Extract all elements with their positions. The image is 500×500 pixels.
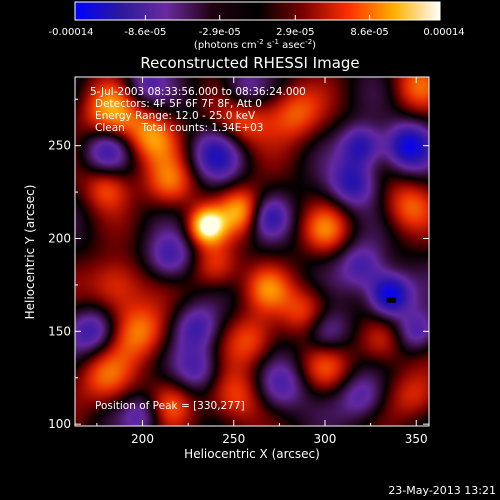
y-tick-label: 100 (48, 417, 71, 431)
x-tick-label: 250 (222, 432, 245, 446)
y-tick-label: 150 (48, 324, 71, 338)
colorbar-tick-label: -0.00014 (49, 27, 94, 38)
y-axis-label: Heliocentric Y (arcsec) (23, 185, 37, 320)
info-line-clean: Clean Total counts: 1.34E+03 (95, 122, 264, 134)
peak-marker (386, 297, 396, 303)
colorbar-tick-label: 8.6e-05 (350, 27, 388, 38)
chart-title: Reconstructed RHESSI Image (140, 54, 359, 72)
colorbar-ticks: -0.00014 -8.6e-05 -2.9e-05 2.9e-05 8.6e-05 0.… (49, 15, 465, 38)
plot-frame (74, 76, 430, 427)
colorbar-gradient (74, 1, 441, 21)
info-line-time: 5-Jul-2003 08:33:56.000 to 08:36:24.000 (90, 86, 306, 98)
info-line-energy: Energy Range: 12.0 - 25.0 keV (95, 110, 256, 122)
colorbar-tick-label: -2.9e-05 (199, 27, 241, 38)
colorbar-tick-label: 0.00014 (423, 27, 464, 38)
colorbar-tick-label: 2.9e-05 (276, 27, 314, 38)
x-tick-label: 350 (405, 432, 428, 446)
info-line-detectors: Detectors: 4F 5F 6F 7F 8F, Att 0 (95, 98, 262, 110)
x-tick-label: 200 (131, 432, 154, 446)
x-tick-label: 300 (314, 432, 337, 446)
x-axis-label: Heliocentric X (arcsec) (184, 447, 320, 461)
heatmap-image-area (75, 77, 429, 426)
axis-ticks: 200 250 300 350 100 150 200 250 (48, 77, 429, 446)
y-tick-label: 200 (48, 232, 71, 246)
colorbar-tick-label: -8.6e-05 (124, 27, 166, 38)
colorbar-unit-label: (photons cm-2 s-1 asec-2) (194, 38, 316, 51)
y-tick-label: 250 (48, 139, 71, 153)
timestamp: 23-May-2013 13:21 (388, 484, 496, 497)
peak-position-label: Position of Peak = [330,277] (95, 400, 245, 412)
